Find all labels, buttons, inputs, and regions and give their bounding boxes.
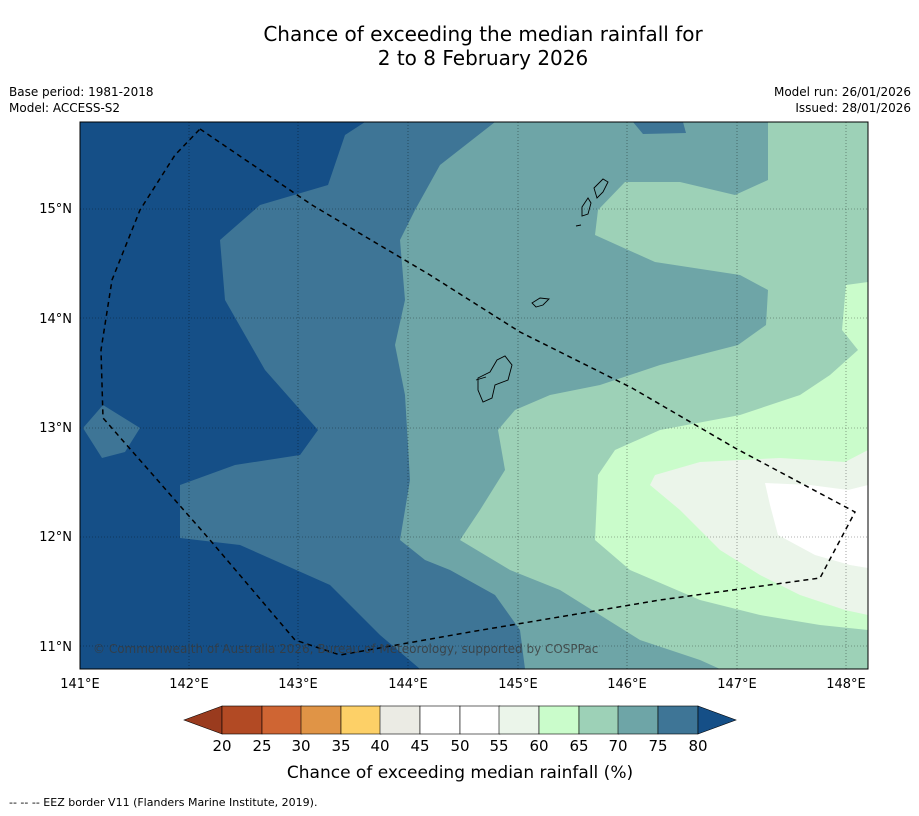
colorbar-tick-25: 25 [252, 737, 271, 755]
issued-date: Issued: 28/01/2026 [795, 101, 911, 115]
rainfall-contours [80, 122, 868, 669]
colorbar-tick-65: 65 [569, 737, 588, 755]
colorbar-bin-60-65 [538, 705, 580, 735]
island-guam [475, 355, 513, 403]
colorbar-tick-75: 75 [648, 737, 667, 755]
colorbar-bin-65-70 [578, 705, 620, 735]
chart-title: Chance of exceeding the median rainfall … [0, 22, 919, 70]
map-frame [79, 121, 869, 670]
lat-label-15n: 15°N [39, 202, 72, 217]
colorbar-tick-labels: 20 25 30 35 40 45 50 55 60 65 70 75 80 [212, 737, 707, 755]
lon-label-148e: 148°E [826, 677, 866, 692]
lon-label-147e: 147°E [717, 677, 757, 692]
latitude-labels: 15°N 14°N 13°N 12°N 11°N [39, 202, 72, 655]
lon-label-143e: 143°E [278, 677, 318, 692]
lat-label-14n: 14°N [39, 312, 72, 327]
colorbar-bin-25-30 [261, 705, 303, 735]
model-run: Model run: 26/01/2026 [773, 85, 911, 99]
region-50-55 [765, 483, 868, 568]
colorbar [183, 705, 737, 735]
colorbar-bin-50-55 [459, 705, 501, 735]
title-line-1: Chance of exceeding the median rainfall … [263, 22, 703, 46]
colorbar-extend-low [183, 705, 223, 735]
colorbar-extend-high [697, 705, 737, 735]
island-tinian [581, 197, 592, 217]
colorbar-bin-30-35 [300, 705, 342, 735]
colorbar-bin-40-45 [379, 705, 421, 735]
lat-label-13n: 13°N [39, 421, 72, 436]
colorbar-tick-80: 80 [688, 737, 707, 755]
base-period: Base period: 1981-2018 [9, 85, 154, 99]
meta-left: Base period: 1981-2018 Model: ACCESS-S2 [9, 84, 154, 116]
lon-label-144e: 144°E [388, 677, 428, 692]
island-outlines [475, 178, 609, 403]
lon-label-145e: 145°E [498, 677, 538, 692]
colorbar-bin-75-80 [657, 705, 699, 735]
title-line-2: 2 to 8 February 2026 [377, 46, 589, 70]
colorbar-title: Chance of exceeding median rainfall (%) [287, 763, 633, 783]
colorbar-bin-20-25 [221, 705, 263, 735]
island-rota [531, 297, 550, 308]
region-75-80-patch [83, 405, 140, 458]
colorbar-tick-45: 45 [410, 737, 429, 755]
eez-legend-note: -- -- -- EEZ border V11 (Flanders Marine… [9, 796, 318, 809]
lon-label-142e: 142°E [169, 677, 209, 692]
lon-label-146e: 146°E [607, 677, 647, 692]
colorbar-bin-70-75 [617, 705, 659, 735]
lat-label-12n: 12°N [39, 530, 72, 545]
lat-label-11n: 11°N [39, 640, 72, 655]
colorbar-bin-45-50 [419, 705, 461, 735]
lon-label-141e: 141°E [60, 677, 100, 692]
colorbar-tick-30: 30 [291, 737, 310, 755]
model-name: Model: ACCESS-S2 [9, 101, 121, 115]
copyright-notice: © Commonwealth of Australia 2026, Bureau… [93, 642, 598, 656]
colorbar-tick-20: 20 [212, 737, 231, 755]
island-aguijan [575, 224, 582, 227]
island-saipan [593, 178, 609, 199]
gridlines [80, 122, 868, 669]
meta-right: Model run: 26/01/2026 Issued: 28/01/2026 [774, 84, 911, 116]
longitude-labels: 141°E 142°E 143°E 144°E 145°E 146°E 147°… [60, 677, 866, 692]
region-70-75-patch [633, 122, 686, 134]
colorbar-tick-55: 55 [489, 737, 508, 755]
colorbar-tick-50: 50 [450, 737, 469, 755]
colorbar-tick-60: 60 [529, 737, 548, 755]
colorbar-tick-70: 70 [608, 737, 627, 755]
colorbar-tick-35: 35 [331, 737, 350, 755]
eez-border [100, 128, 857, 656]
colorbar-bin-35-40 [340, 705, 382, 735]
colorbar-bin-55-60 [498, 705, 540, 735]
colorbar-tick-40: 40 [370, 737, 389, 755]
